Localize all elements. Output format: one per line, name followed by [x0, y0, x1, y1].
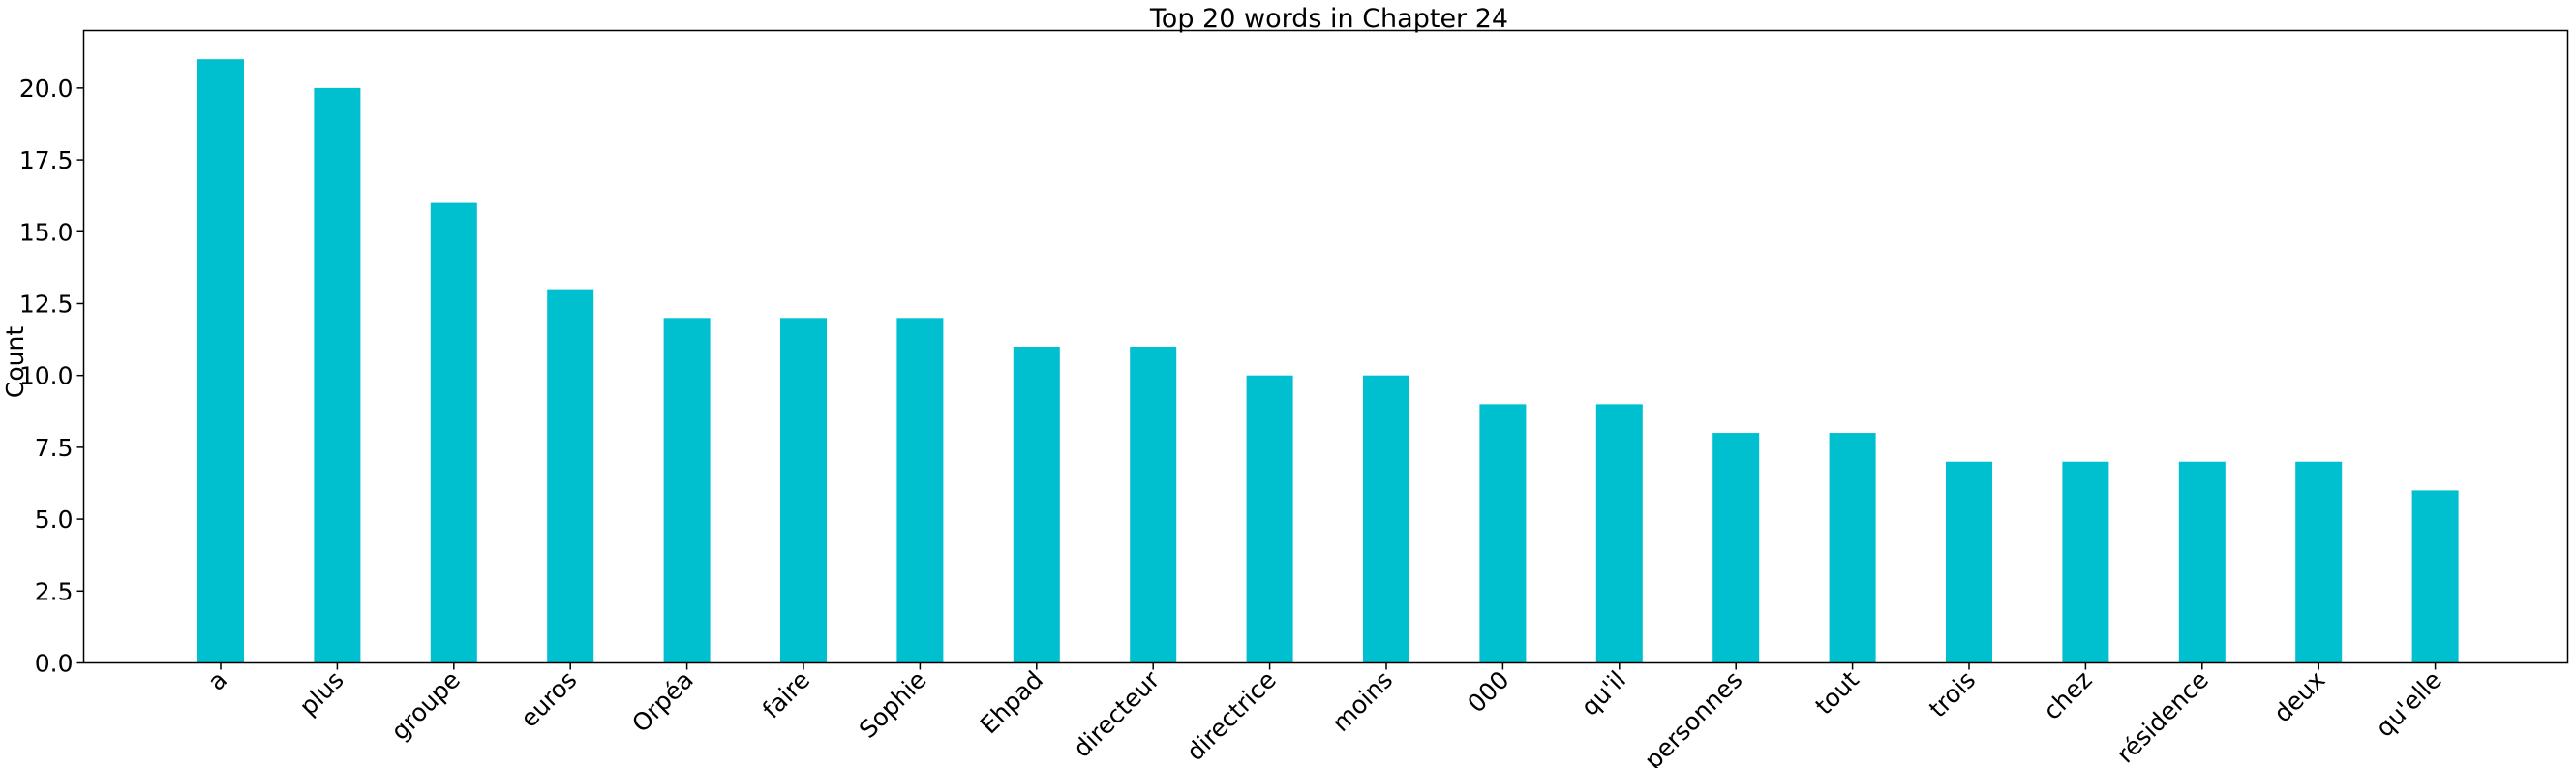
bar-a	[197, 59, 244, 663]
x-tick-label: deux	[2268, 665, 2330, 727]
y-tick-label: 10.0	[19, 362, 74, 390]
x-tick-label: groupe	[385, 665, 466, 746]
bars-group	[197, 59, 2459, 663]
x-tick-label: faire	[757, 665, 815, 723]
bar-qu'elle	[2411, 490, 2459, 663]
x-tick-label: 000	[1462, 665, 1514, 718]
y-tick-label: 0.0	[35, 650, 74, 678]
bar-faire	[780, 318, 827, 663]
x-tick-label: Orpéa	[626, 665, 699, 738]
chart-title: Top 20 words in Chapter 24	[1149, 4, 1508, 34]
x-tick-label: plus	[294, 665, 349, 721]
bar-plus	[314, 87, 361, 663]
bar-000	[1479, 404, 1527, 663]
y-tick-label: 12.5	[19, 290, 74, 318]
bar-Orpéa	[663, 318, 711, 663]
bar-qu'il	[1595, 404, 1643, 663]
y-tick-label: 2.5	[35, 577, 74, 605]
bar-deux	[2295, 461, 2343, 663]
x-tick-label: moins	[1326, 665, 1398, 737]
x-tick-label: directeur	[1068, 665, 1166, 763]
bar-directrice	[1246, 375, 1293, 663]
y-axis-label: Count	[1, 326, 29, 398]
bar-tout	[1829, 433, 1876, 663]
x-tick-label: chez	[2038, 665, 2098, 725]
x-axis-ticks: a plus groupe euros Orpéa faire Sophie Ehpad dir…	[202, 662, 2447, 768]
x-tick-label: euros	[515, 665, 582, 732]
y-tick-label: 17.5	[19, 146, 74, 174]
bar-groupe	[430, 202, 477, 663]
bar-moins	[1363, 375, 1409, 663]
y-tick-label: 20.0	[19, 75, 74, 103]
bar-résidence	[2178, 461, 2226, 663]
x-tick-label: directrice	[1181, 665, 1282, 766]
y-tick-label: 5.0	[35, 506, 74, 534]
x-tick-label: personnes	[1639, 665, 1747, 768]
plot-frame	[82, 29, 2569, 664]
x-tick-label: qu'elle	[2370, 665, 2446, 742]
x-tick-label: a	[202, 665, 232, 695]
bar-Ehpad	[1013, 347, 1060, 663]
x-tick-label: résidence	[2111, 665, 2214, 768]
bar-euros	[547, 289, 594, 663]
x-tick-label: Sophie	[854, 665, 932, 744]
bar-directeur	[1130, 347, 1177, 663]
y-axis-ticks: 0.0 2.5 5.0 7.5 10.0 12.5 15.0 17.5 20.0	[19, 75, 84, 678]
x-tick-label: trois	[1924, 665, 1981, 722]
bar-chez	[2062, 461, 2109, 663]
x-tick-label: Ehpad	[975, 665, 1048, 739]
bar-Sophie	[896, 318, 944, 663]
bar-trois	[1946, 461, 1992, 663]
y-tick-label: 7.5	[35, 434, 74, 462]
x-tick-label: qu'il	[1575, 665, 1631, 722]
bar-personnes	[1712, 433, 1760, 663]
y-tick-label: 15.0	[19, 218, 74, 246]
x-tick-label: tout	[1809, 665, 1864, 721]
